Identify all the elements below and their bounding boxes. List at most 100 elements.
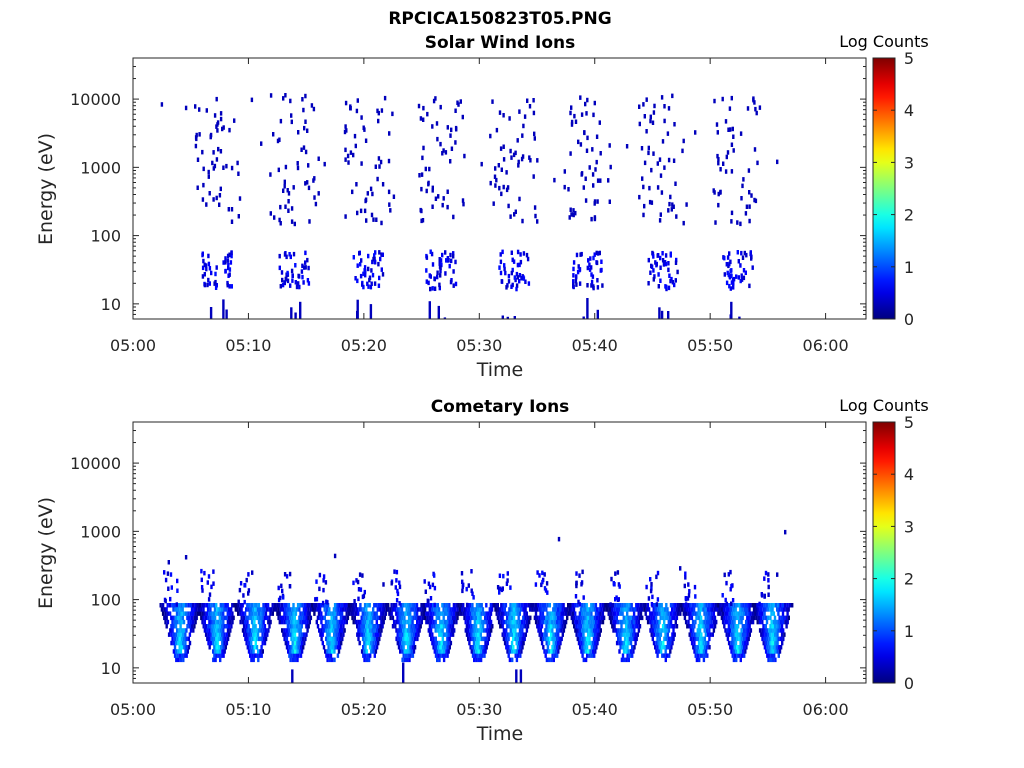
heatmap-cell (269, 93, 273, 98)
heatmap-cell (486, 624, 489, 629)
heatmap-cell (590, 272, 593, 277)
heatmap-cell (744, 649, 747, 654)
heatmap-cell (699, 607, 703, 612)
heatmap-cell (507, 273, 511, 279)
heatmap-cell (518, 109, 521, 114)
heatmap-cell (365, 218, 368, 223)
heatmap-cell (437, 645, 440, 650)
heatmap-cell (286, 615, 290, 621)
heatmap-cell (692, 607, 696, 612)
heatmap-cell (481, 624, 485, 629)
heatmap-cell (706, 607, 710, 612)
heatmap-cell (496, 607, 500, 612)
heatmap-cell (187, 619, 190, 625)
heatmap-cell (749, 628, 753, 633)
heatmap-cell (520, 649, 523, 654)
heatmap-cell (506, 615, 509, 621)
heatmap-cell (411, 645, 414, 650)
heatmap-cell (768, 636, 771, 642)
heatmap-cell (664, 624, 667, 629)
heatmap-cell (539, 611, 542, 616)
heatmap-cell (437, 653, 440, 658)
heatmap-cell (478, 611, 481, 616)
heatmap-cell (288, 653, 291, 658)
heatmap-cell (214, 271, 217, 277)
heatmap-cell (561, 632, 564, 637)
heatmap-cell (256, 607, 259, 612)
y-tick-label: 1000 (80, 522, 121, 541)
heatmap-cell (377, 118, 380, 124)
heatmap-cell (219, 111, 223, 116)
heatmap-cell (740, 273, 743, 278)
heatmap-cell (377, 640, 380, 646)
heatmap-cell (186, 615, 189, 621)
heatmap-cell (416, 636, 419, 642)
heatmap-cell (561, 607, 564, 612)
heatmap-cell (323, 624, 327, 629)
heatmap-cell (667, 628, 671, 633)
heatmap-cell (503, 263, 506, 268)
heatmap-cell (364, 628, 367, 633)
heatmap-cell (642, 184, 645, 190)
heatmap-cell (712, 619, 716, 625)
heatmap-cell (661, 615, 665, 621)
heatmap-cell (707, 611, 711, 616)
heatmap-cell (572, 208, 575, 213)
heatmap-cell (547, 615, 550, 621)
heatmap-cell (492, 201, 495, 206)
heatmap-cell (225, 632, 229, 637)
heatmap-cell (736, 615, 740, 621)
heatmap-cell (478, 653, 482, 658)
heatmap-cell (221, 624, 224, 629)
heatmap-cell (332, 624, 336, 629)
heatmap-cell (585, 636, 589, 642)
heatmap-cell (650, 582, 653, 587)
heatmap-cell (538, 632, 541, 637)
heatmap-cell (591, 147, 594, 152)
heatmap-cell (486, 632, 489, 637)
heatmap-cell (277, 597, 281, 603)
heatmap-cell (345, 603, 348, 608)
heatmap-cell (432, 611, 435, 616)
heatmap-cell (529, 615, 532, 621)
heatmap-cell (413, 611, 416, 616)
heatmap-cell (728, 251, 731, 256)
heatmap-cell (217, 146, 220, 152)
heatmap-cell (736, 624, 740, 629)
heatmap-cell (664, 632, 667, 637)
heatmap-cell (276, 611, 279, 616)
heatmap-cell (637, 611, 640, 616)
y-tick-label: 1000 (80, 158, 121, 177)
heatmap-cell (737, 259, 740, 264)
heatmap-cell (660, 603, 663, 608)
heatmap-cell (227, 263, 230, 268)
heatmap-cell (374, 632, 377, 637)
heatmap-cell (252, 657, 255, 663)
heatmap-cell (164, 619, 167, 625)
heatmap-cell (428, 273, 431, 278)
heatmap-cell (287, 199, 290, 204)
heatmap-cell (592, 636, 596, 642)
heatmap-cell (482, 619, 486, 625)
heatmap-cell (649, 270, 652, 275)
heatmap-cell (376, 615, 380, 621)
heatmap-cell (294, 312, 297, 319)
heatmap-cell (462, 201, 465, 207)
heatmap-cell (255, 653, 259, 658)
heatmap-cell (703, 603, 706, 608)
heatmap-cell (526, 256, 530, 262)
heatmap-cell (372, 632, 375, 637)
heatmap-cell (523, 114, 527, 119)
heatmap-cell (318, 628, 321, 633)
heatmap-cell (414, 615, 418, 621)
heatmap-cell (766, 615, 770, 621)
heatmap-cell (506, 578, 509, 583)
heatmap-cell (201, 274, 205, 279)
heatmap-cell (552, 607, 555, 612)
colorbar-label-solar-wind: Log Counts (839, 32, 929, 51)
heatmap-cell (374, 615, 377, 621)
heatmap-cell (248, 636, 252, 642)
heatmap-cell (739, 657, 742, 663)
heatmap-cell (538, 607, 541, 612)
heatmap-cell (570, 615, 573, 621)
